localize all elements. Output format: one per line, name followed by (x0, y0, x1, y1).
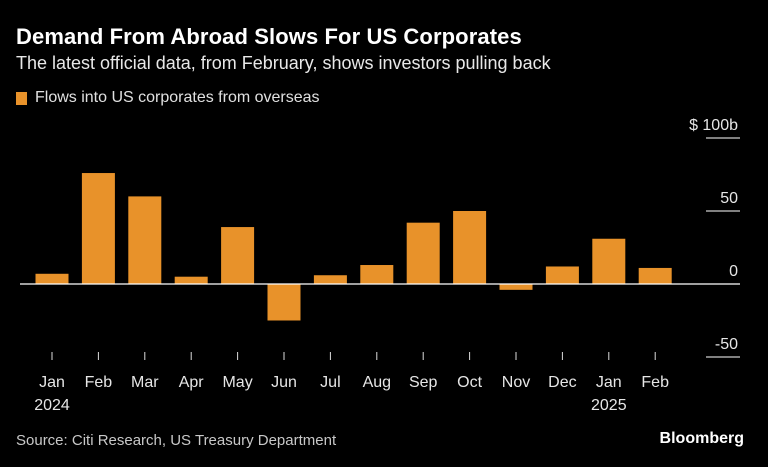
bloomberg-logo: Bloomberg (659, 430, 744, 447)
x-tick-label: Feb (85, 374, 113, 391)
y-tick-label: 0 (729, 263, 738, 280)
chart-title: Demand From Abroad Slows For US Corporat… (16, 24, 522, 49)
x-tick-label: Jul (320, 374, 340, 391)
source-note: Source: Citi Research, US Treasury Depar… (16, 432, 337, 449)
x-tick-label: Feb (641, 374, 669, 391)
x-tick-label: Nov (502, 374, 530, 391)
x-tick-label: Apr (179, 374, 205, 391)
legend: Flows into US corporates from overseas (16, 89, 320, 107)
plot-area: $ 100b 50 0 -50 Jan 2024 Feb Mar Apr May Jun Jul Aug… (20, 117, 740, 414)
legend-swatch (16, 91, 27, 105)
x-tick-label: Jan (39, 374, 65, 391)
bar (267, 284, 301, 321)
bar (592, 238, 626, 284)
x-year-label: 2025 (591, 397, 627, 414)
bar (35, 273, 69, 284)
x-tick-label: Oct (457, 374, 482, 391)
bar (499, 284, 533, 290)
bar (174, 276, 208, 284)
x-tick-label: Aug (363, 374, 391, 391)
bar (128, 196, 162, 284)
chart-subtitle: The latest official data, from February,… (16, 53, 551, 73)
x-tick-label: Jun (271, 374, 297, 391)
bar (453, 211, 487, 284)
bar (313, 275, 347, 284)
bar (638, 267, 672, 284)
bar (545, 266, 579, 284)
x-year-label: 2024 (34, 397, 70, 414)
bar (81, 173, 115, 284)
bar (406, 222, 440, 284)
x-tick-label: Dec (548, 374, 576, 391)
y-tick-label: -50 (715, 336, 738, 353)
y-tick-label: 50 (720, 190, 738, 207)
x-tick-label: Mar (131, 374, 159, 391)
legend-label: Flows into US corporates from overseas (35, 89, 320, 106)
x-tick-label: May (222, 374, 252, 391)
x-tick-label: Sep (409, 374, 438, 391)
bar (360, 265, 394, 284)
x-tick-label: Jan (596, 374, 622, 391)
y-tick-label: $ 100b (689, 117, 738, 134)
bar (221, 227, 255, 284)
